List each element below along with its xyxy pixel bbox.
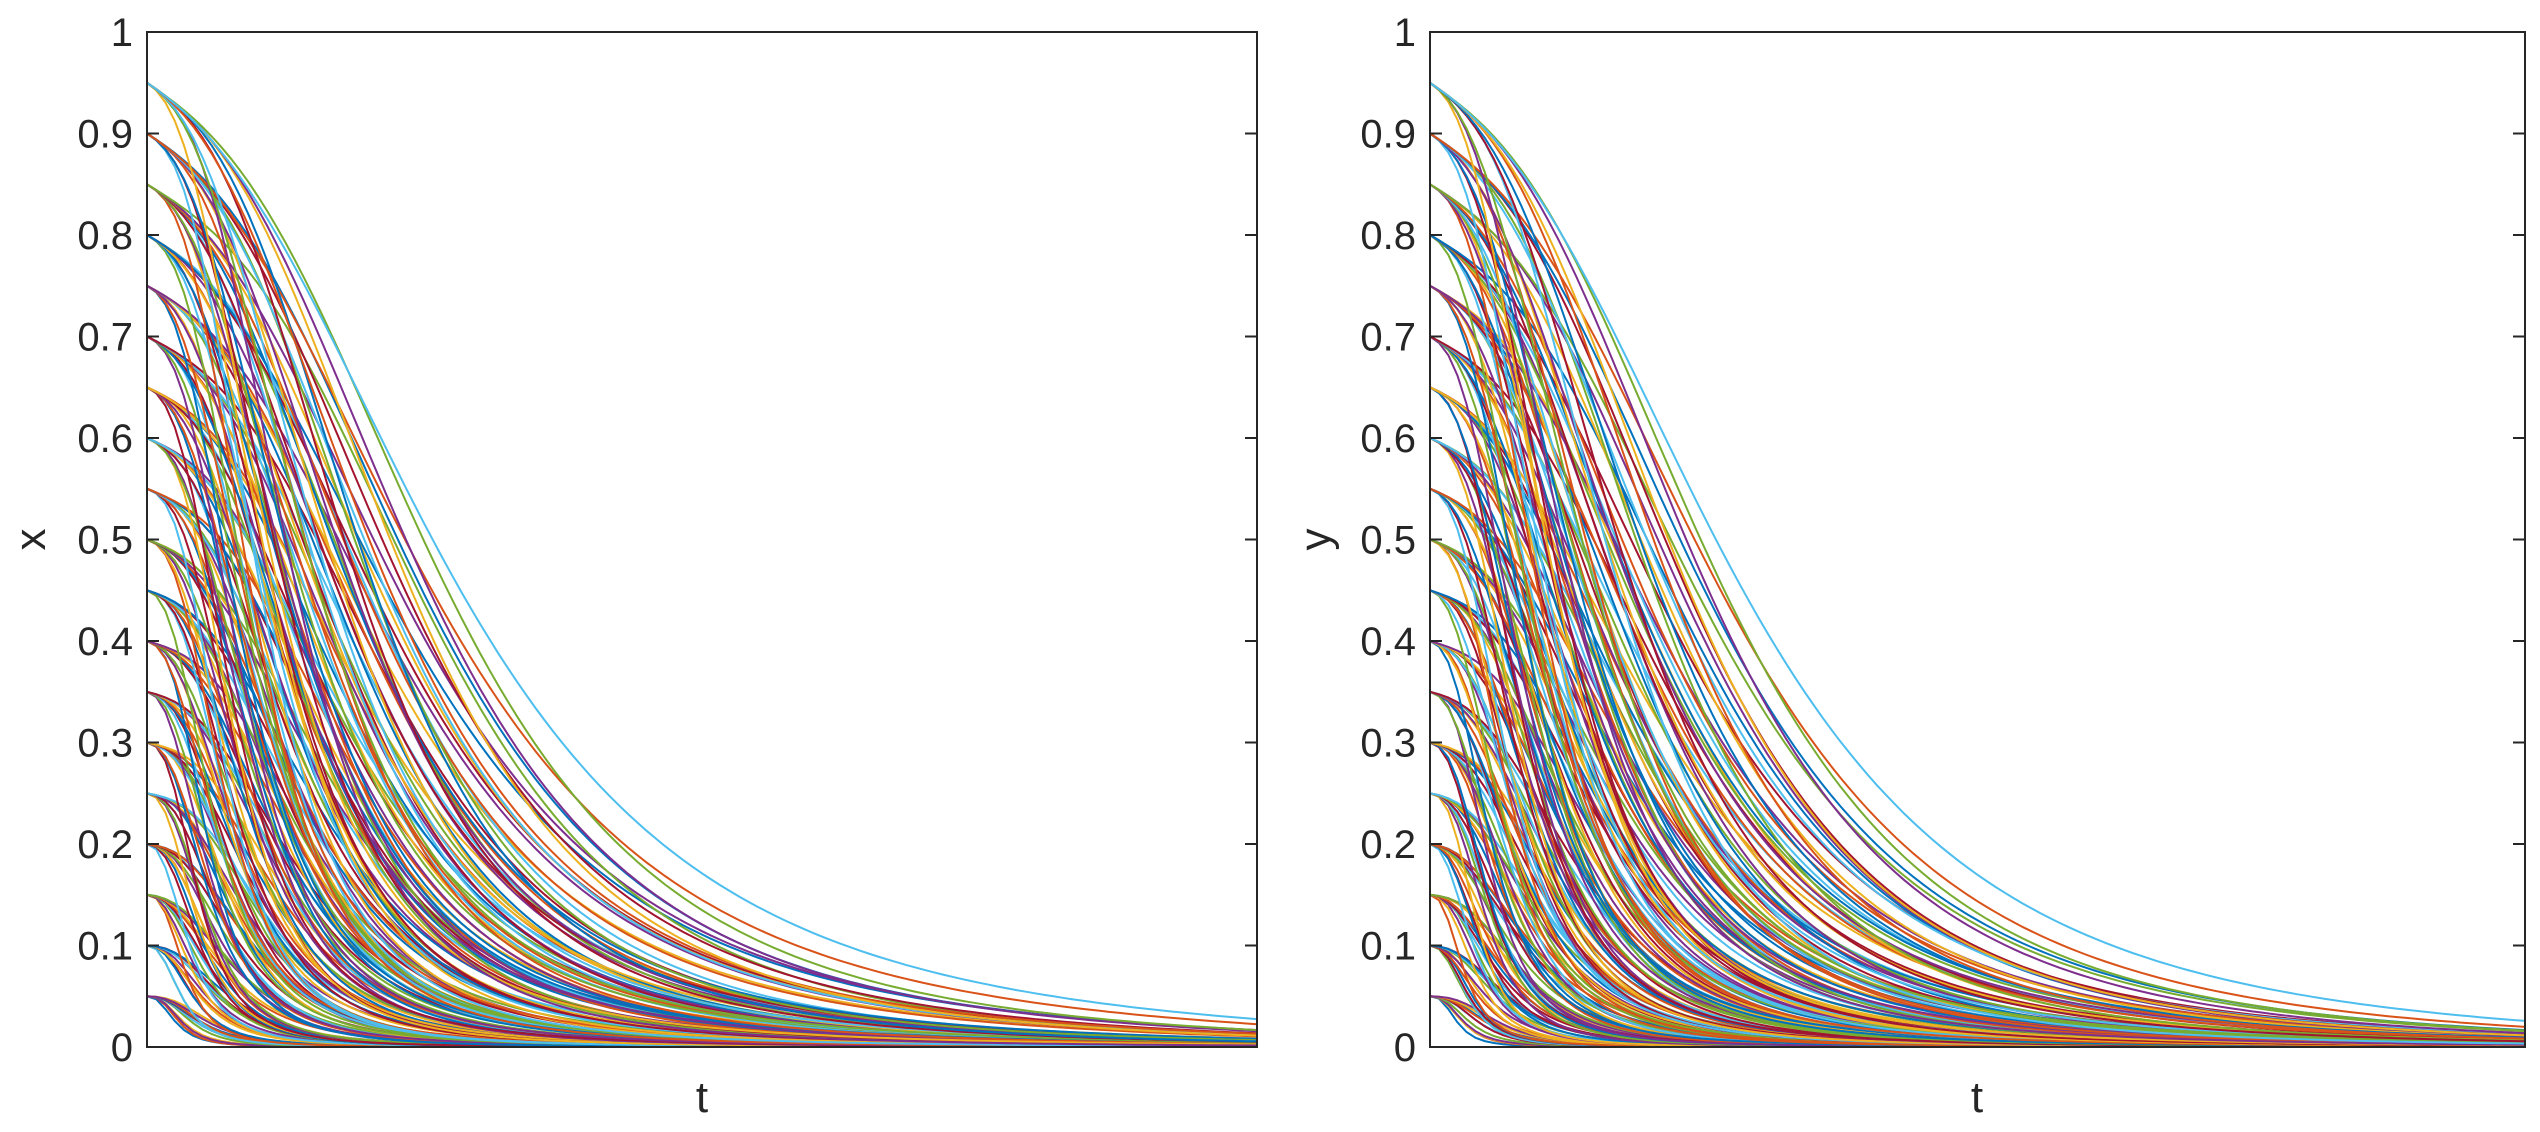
series-line [146,132,1258,1042]
series-line [1429,132,2526,1028]
series-lines [1429,81,2526,1048]
series-line [146,132,1258,1042]
y-ticks: 0 0.1 0.2 0.3 0.4 0.5 0.6 0.7 0.8 0.9 1 [77,11,1257,1070]
y-tick-label: 0.6 [77,417,133,461]
y-tick-label: 0.9 [77,113,133,157]
series-line [1429,132,2526,1042]
series-line [1429,132,2526,1035]
series-line [146,81,1258,1035]
series-line [1429,81,2526,1035]
y-tick-label: 0.7 [77,316,133,360]
series-lines [146,81,1258,1048]
series-line [146,81,1258,1047]
series-line [146,132,1258,1026]
plot-frame [146,31,1258,1048]
series-line [1429,81,2526,1032]
y-tick-label: 1 [111,11,133,55]
x-axis-label: t [696,1073,708,1122]
panel-x: 0 0.1 0.2 0.3 0.4 0.5 0.6 0.7 0.8 0.9 1 x t [6,11,1258,1122]
series-line [146,81,1258,1044]
series-line [146,81,1258,1033]
series-line [1429,81,2526,1037]
series-line [146,132,1258,1035]
y-tick-label: 0.9 [1360,113,1416,157]
series-line [1429,132,2525,1045]
series-line [1429,81,2526,1045]
series-line [146,81,1258,1037]
y-tick-label: 0 [1394,1026,1416,1070]
series-line [1429,284,2526,1040]
y-tick-label: 0.4 [77,620,133,664]
series-line [146,81,1258,1021]
series-line [1429,132,2525,1046]
panel-y: 0 0.1 0.2 0.3 0.4 0.5 0.6 0.7 0.8 0.9 1 y t [1291,11,2526,1122]
y-tick-label: 0.8 [77,214,133,258]
y-tick-label: 0.2 [77,823,133,867]
y-tick-label: 0.4 [1360,620,1416,664]
y-tick-label: 0.7 [1360,316,1416,360]
series-line [1429,82,2526,1043]
y-tick-label: 0.5 [77,519,133,563]
y-tick-label: 0.6 [1360,417,1416,461]
series-line [1429,82,2526,1046]
y-tick-label: 0.3 [1360,722,1416,766]
y-tick-label: 0.8 [1360,214,1416,258]
y-axis-label: y [1291,529,1340,551]
series-line [1429,183,2526,1033]
series-line [146,81,1258,1032]
series-line [146,82,1257,1046]
series-line [146,132,1257,1048]
y-axis-label: x [6,529,55,551]
y-tick-label: 0.1 [1360,925,1416,969]
y-tick-label: 1 [1394,11,1416,55]
series-line [146,132,1258,1044]
series-line [146,81,1258,1043]
y-tick-label: 0.3 [77,722,133,766]
series-line [146,183,1258,1038]
series-line [1429,81,2526,1040]
y-tick-label: 0.1 [77,925,133,969]
x-axis-label: t [1971,1073,1983,1122]
y-tick-label: 0.5 [1360,519,1416,563]
series-line [146,132,1258,1032]
y-tick-label: 0 [111,1026,133,1070]
y-tick-label: 0.2 [1360,823,1416,867]
series-line [1429,81,2526,1043]
series-line [1429,81,2526,1022]
y-ticks: 0 0.1 0.2 0.3 0.4 0.5 0.6 0.7 0.8 0.9 1 [1360,11,2525,1070]
